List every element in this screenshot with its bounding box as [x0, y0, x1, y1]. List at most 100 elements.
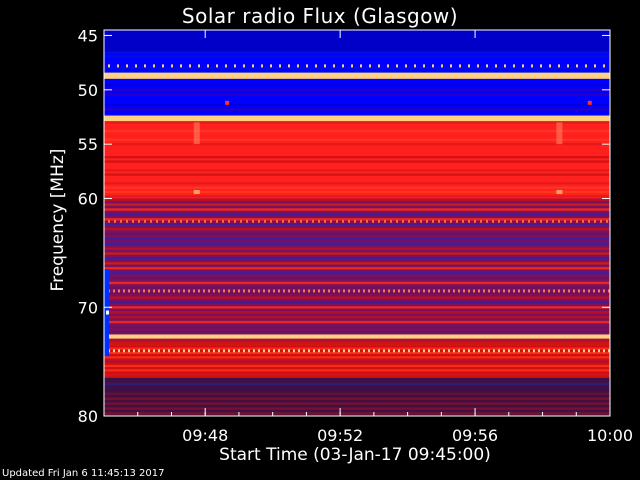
signal-dot: [118, 289, 120, 293]
signal-dot: [403, 349, 405, 353]
signal-dot: [306, 64, 308, 68]
band-4: [104, 114, 610, 122]
signal-dot: [468, 349, 470, 353]
signal-dot: [298, 289, 300, 293]
texture-stripe: [104, 156, 610, 159]
signal-dot: [372, 219, 374, 223]
signal-dot: [358, 289, 360, 293]
signal-dot: [363, 349, 365, 353]
y-tick-label: 45: [78, 26, 98, 45]
signal-dot: [132, 219, 134, 223]
signal-dot: [358, 349, 360, 353]
signal-dot: [553, 349, 555, 353]
signal-dot: [523, 289, 525, 293]
signal-dot: [458, 289, 460, 293]
signal-dot: [378, 64, 380, 68]
signal-dot: [418, 289, 420, 293]
signal-dot: [308, 289, 310, 293]
y-tick-label: 60: [78, 190, 98, 209]
signal-dot: [588, 289, 590, 293]
texture-stripe: [104, 93, 610, 97]
signal-dot: [513, 289, 515, 293]
signal-dot: [248, 349, 250, 353]
signal-dot: [576, 64, 578, 68]
texture-stripe: [104, 203, 610, 206]
signal-dot: [493, 289, 495, 293]
band-8: [104, 334, 610, 339]
texture-stripe: [104, 387, 610, 391]
signal-dot: [368, 349, 370, 353]
signal-dot: [594, 64, 596, 68]
texture-stripe: [104, 247, 610, 250]
signal-dot: [228, 349, 230, 353]
signal-dot: [207, 64, 209, 68]
signal-dot: [216, 219, 218, 223]
texture-stripe: [104, 330, 610, 334]
signal-dot: [553, 289, 555, 293]
signal-dot: [168, 349, 170, 353]
texture-stripe: [104, 407, 610, 410]
y-tick-label: 50: [78, 81, 98, 100]
signal-dot: [420, 219, 422, 223]
signal-dot: [138, 349, 140, 353]
signal-dot: [488, 349, 490, 353]
signal-dot: [143, 289, 145, 293]
texture-stripe: [104, 98, 610, 101]
signal-dot: [336, 219, 338, 223]
signal-dot: [283, 349, 285, 353]
signal-dot: [264, 219, 266, 223]
signal-dot: [288, 64, 290, 68]
signal-dot: [198, 289, 200, 293]
signal-dot: [594, 219, 596, 223]
texture-stripe: [104, 125, 610, 128]
signal-dot: [333, 64, 335, 68]
signal-dot: [585, 64, 587, 68]
signal-dot: [143, 349, 145, 353]
signal-dot: [313, 349, 315, 353]
signal-dot: [486, 219, 488, 223]
signal-dot: [576, 219, 578, 223]
signal-dot: [348, 289, 350, 293]
signal-dot: [563, 349, 565, 353]
signal-dot: [388, 349, 390, 353]
signal-dot: [218, 349, 220, 353]
texture-stripe: [104, 51, 610, 54]
signal-dot: [528, 219, 530, 223]
signal-dot: [273, 349, 275, 353]
signal-dot: [178, 349, 180, 353]
signal-dot: [297, 64, 299, 68]
texture-stripe: [104, 218, 610, 221]
signal-dot: [162, 219, 164, 223]
signal-dot: [393, 289, 395, 293]
texture-stripe: [104, 286, 610, 290]
signal-dot: [408, 349, 410, 353]
texture-stripe: [104, 213, 610, 216]
signal-dot: [570, 219, 572, 223]
signal-dot: [173, 349, 175, 353]
texture-stripe: [104, 78, 610, 82]
signal-dot: [408, 289, 410, 293]
signal-dot: [438, 219, 440, 223]
signal-dot: [438, 349, 440, 353]
signal-dot: [128, 289, 130, 293]
signal-dot: [503, 289, 505, 293]
texture-stripe: [104, 70, 610, 73]
signal-dot: [123, 289, 125, 293]
signal-dot: [168, 219, 170, 223]
signal-dot: [213, 349, 215, 353]
signal-dot: [540, 219, 542, 223]
band-2: [104, 72, 610, 79]
signal-dot: [516, 219, 518, 223]
texture-stripe: [104, 315, 610, 319]
texture-stripe: [104, 138, 610, 141]
signal-dot: [246, 219, 248, 223]
texture-stripe: [104, 242, 610, 246]
signal-dot: [234, 64, 236, 68]
signal-dot: [603, 64, 605, 68]
texture-stripe: [104, 291, 610, 294]
signal-dot: [426, 219, 428, 223]
signal-dot: [288, 349, 290, 353]
signal-dot: [123, 349, 125, 353]
texture-stripe: [104, 232, 610, 236]
texture-stripe: [104, 182, 610, 185]
